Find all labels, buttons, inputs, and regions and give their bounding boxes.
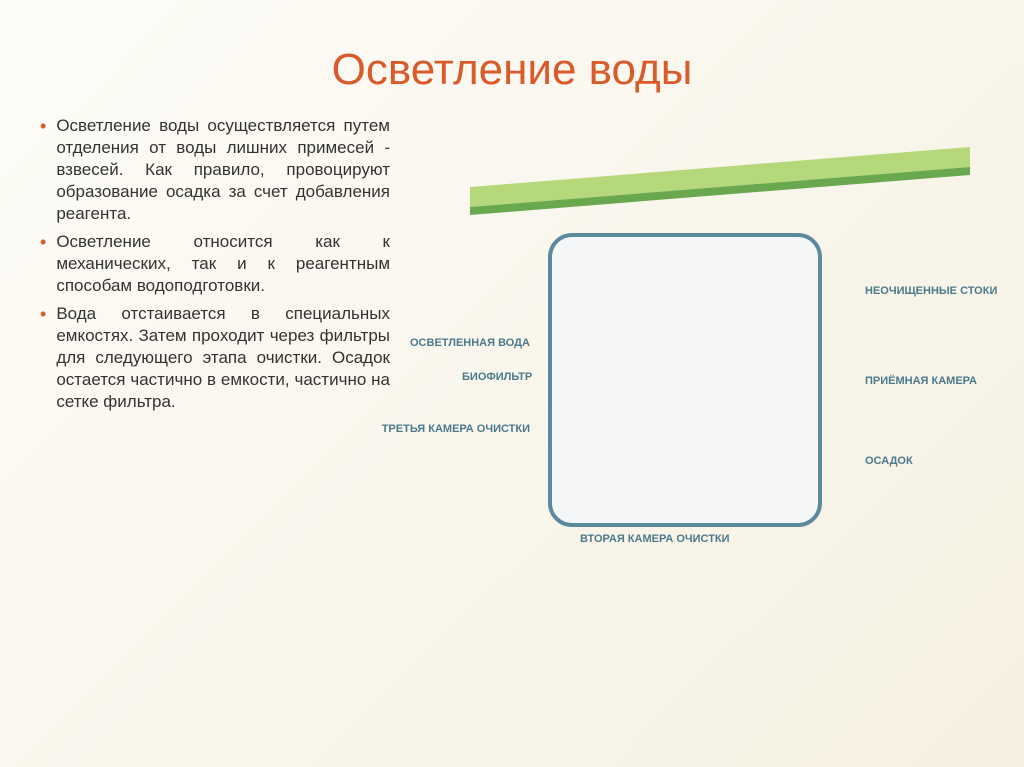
bullet-item: • Осветление относится как к механически…: [30, 231, 390, 297]
bullet-text: Вода отстаивается в специальных емкостях…: [56, 303, 390, 413]
slide-title: Осветление воды: [0, 0, 1024, 115]
bullet-text: Осветление относится как к механических,…: [56, 231, 390, 297]
label-raw-sewage: НЕОЧИЩЕННЫЕ СТОКИ: [865, 285, 997, 297]
content-row: • Осветление воды осуществляется путем о…: [0, 115, 1024, 635]
diagram-column: НЕОЧИЩЕННЫЕ СТОКИ ОСВЕТЛЕННАЯ ВОДА БИОФИ…: [410, 115, 994, 635]
bullet-text: Осветление воды осуществляется путем отд…: [56, 115, 390, 225]
bullet-item: • Осветление воды осуществляется путем о…: [30, 115, 390, 225]
label-second-chamber: ВТОРАЯ КАМЕРА ОЧИСТКИ: [580, 533, 730, 545]
label-clarified: ОСВЕТЛЕННАЯ ВОДА: [410, 337, 525, 349]
septic-diagram: НЕОЧИЩЕННЫЕ СТОКИ ОСВЕТЛЕННАЯ ВОДА БИОФИ…: [410, 115, 970, 635]
label-receiving: ПРИЁМНАЯ КАМЕРА: [865, 375, 977, 387]
text-column: • Осветление воды осуществляется путем о…: [30, 115, 410, 635]
label-biofilter: БИОФИЛЬТР: [462, 371, 527, 383]
bullet-dot-icon: •: [40, 231, 46, 297]
label-third-chamber: ТРЕТЬЯ КАМЕРА ОЧИСТКИ: [380, 423, 530, 435]
label-sediment: ОСАДОК: [865, 455, 913, 467]
bullet-dot-icon: •: [40, 303, 46, 413]
bullet-dot-icon: •: [40, 115, 46, 225]
bullet-item: • Вода отстаивается в специальных емкост…: [30, 303, 390, 413]
